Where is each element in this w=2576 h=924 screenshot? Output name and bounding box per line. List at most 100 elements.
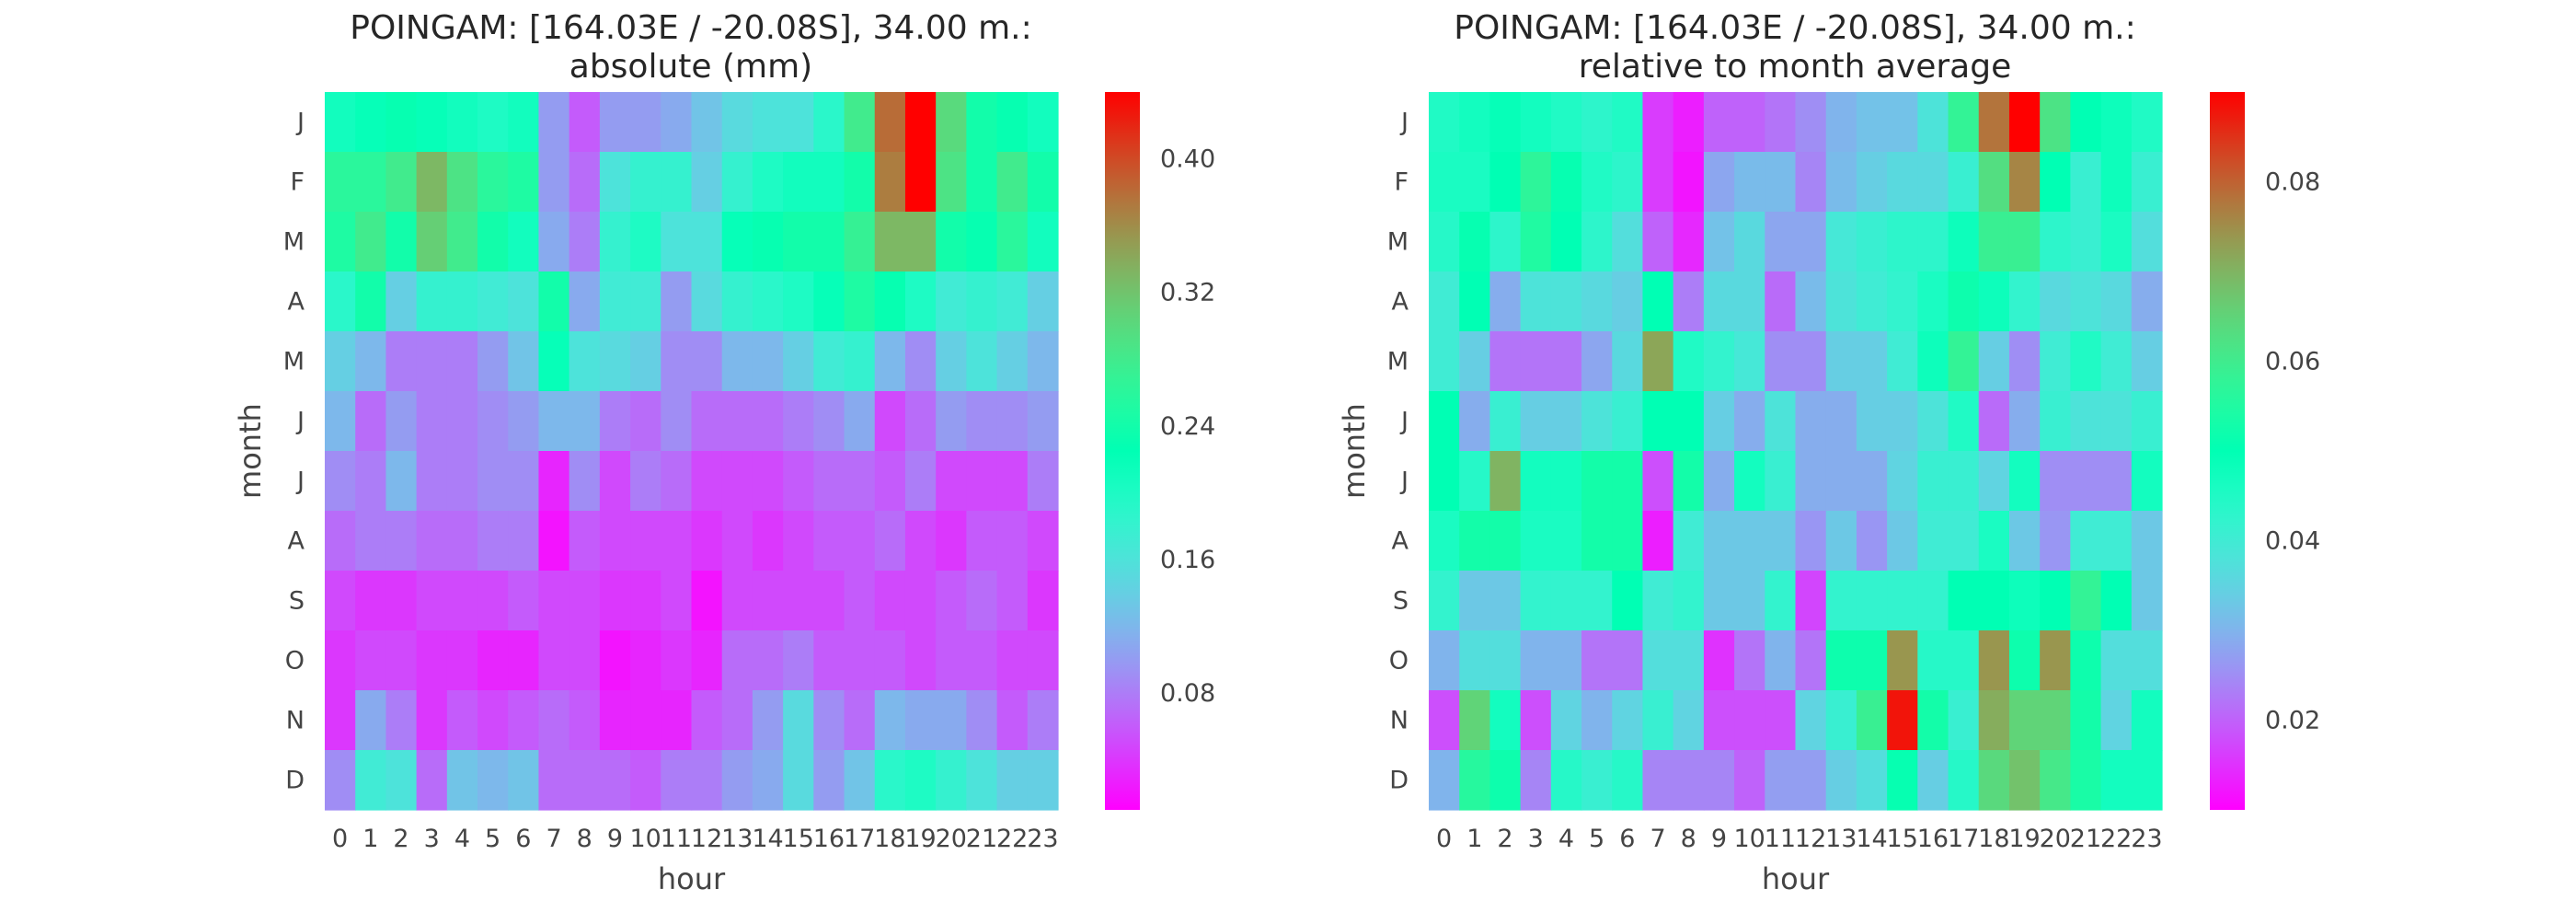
heatmap-cell: [996, 750, 1029, 811]
heatmap-cell: [844, 571, 876, 631]
heatmap-cell: [2131, 92, 2163, 153]
heatmap-cell: [385, 152, 418, 213]
heatmap-cell: [1795, 690, 1827, 751]
heatmap-cell: [1734, 451, 1765, 512]
heatmap-cell: [1795, 630, 1827, 691]
heatmap-cell: [1459, 152, 1491, 213]
heatmap-cell: [1825, 391, 1857, 452]
heatmap-cell: [2131, 331, 2163, 392]
x-tick-label: 14: [1856, 825, 1887, 853]
heatmap-cell: [1734, 630, 1765, 691]
y-tick-label: A: [1392, 527, 1409, 556]
heatmap-cell: [355, 331, 387, 392]
heatmap-cell: [874, 92, 906, 153]
heatmap-cell: [1489, 92, 1522, 153]
heatmap-cell: [1581, 750, 1613, 811]
colorbar: [2210, 92, 2245, 810]
y-tick-label: J: [1399, 468, 1409, 496]
heatmap-cell: [1917, 391, 1949, 452]
chart-title: POINGAM: [164.03E / -20.08S], 34.00 m.: r…: [1454, 9, 2136, 86]
x-tick-label: 1: [1466, 825, 1482, 853]
heatmap-cell: [385, 690, 418, 751]
heatmap-cell: [1978, 690, 2010, 751]
heatmap-cell: [966, 152, 998, 213]
heatmap-cell: [1825, 271, 1857, 332]
heatmap-cell: [1581, 451, 1613, 512]
heatmap-cell: [752, 212, 784, 272]
heatmap-cell: [844, 630, 876, 691]
heatmap-cell: [1734, 511, 1765, 572]
heatmap-cell: [1978, 630, 2010, 691]
heatmap-cell: [599, 630, 631, 691]
x-tick-label: 3: [424, 825, 440, 853]
heatmap-cell: [904, 630, 937, 691]
y-tick-label: A: [288, 527, 305, 556]
heatmap-cell: [996, 331, 1029, 392]
y-tick-label: N: [1390, 707, 1409, 735]
heatmap-cell: [721, 750, 753, 811]
y-tick-label: S: [289, 587, 305, 616]
heatmap-cell: [1825, 212, 1857, 272]
heatmap-cell: [1703, 571, 1735, 631]
heatmap-cell: [752, 511, 784, 572]
x-tick-label: 19: [2008, 825, 2040, 853]
heatmap-cell: [477, 212, 509, 272]
heatmap-cell: [1673, 391, 1705, 452]
heatmap-cell: [874, 630, 906, 691]
heatmap-cell: [813, 92, 845, 153]
heatmap-cell: [508, 152, 540, 213]
heatmap-cell: [599, 92, 631, 153]
heatmap-cell: [569, 271, 601, 332]
heatmap-cell: [2040, 451, 2071, 512]
x-tick-label: 12: [1795, 825, 1826, 853]
heatmap-cell: [385, 331, 418, 392]
heatmap-cell: [1948, 511, 1980, 572]
heatmap-cell: [1734, 571, 1765, 631]
heatmap-cells: [325, 92, 1059, 811]
heatmap-cell: [996, 571, 1029, 631]
heatmap-cell: [1703, 212, 1735, 272]
heatmap-cell: [2100, 271, 2133, 332]
x-tick-label: 15: [1887, 825, 1918, 853]
heatmap-cell: [1856, 630, 1888, 691]
heatmap-cell: [1856, 152, 1888, 213]
heatmap-cell: [508, 331, 540, 392]
heatmap-cell: [2008, 750, 2041, 811]
heatmap-cell: [1489, 152, 1522, 213]
x-tick-label: 23: [2131, 825, 2162, 853]
heatmap-cell: [1612, 571, 1644, 631]
heatmap-cell: [1917, 212, 1949, 272]
x-tick-label: 2: [393, 825, 408, 853]
heatmap-cell: [813, 152, 845, 213]
heatmap-cell: [1459, 511, 1491, 572]
heatmap-cell: [966, 690, 998, 751]
heatmap-cell: [416, 451, 448, 512]
heatmap-cell: [1795, 571, 1827, 631]
heatmap-cell: [446, 630, 478, 691]
x-tick-label: 5: [485, 825, 500, 853]
heatmap-cell: [508, 750, 540, 811]
heatmap-cell: [1887, 630, 1918, 691]
heatmap-cell: [1520, 511, 1552, 572]
heatmap-cell: [446, 212, 478, 272]
heatmap-cell: [1856, 331, 1888, 392]
heatmap-cell: [569, 630, 601, 691]
heatmap-cell: [996, 271, 1029, 332]
heatmap-cell: [1948, 391, 1980, 452]
heatmap-cell: [477, 451, 509, 512]
heatmap-cell: [355, 212, 387, 272]
heatmap-cell: [508, 451, 540, 512]
x-axis-label: hour: [658, 861, 726, 896]
y-tick-label: M: [283, 228, 305, 257]
x-tick-label: 5: [1589, 825, 1604, 853]
heatmap-cell: [1948, 690, 1980, 751]
heatmap-cell: [1489, 212, 1522, 272]
x-tick-label: 13: [1825, 825, 1857, 853]
heatmap-cell: [1550, 750, 1582, 811]
heatmap-cell: [1642, 391, 1674, 452]
heatmap-cell: [1612, 511, 1644, 572]
heatmap-cell: [1703, 690, 1735, 751]
heatmap-cell: [508, 271, 540, 332]
heatmap-cell: [1856, 271, 1888, 332]
heatmap-cell: [416, 571, 448, 631]
